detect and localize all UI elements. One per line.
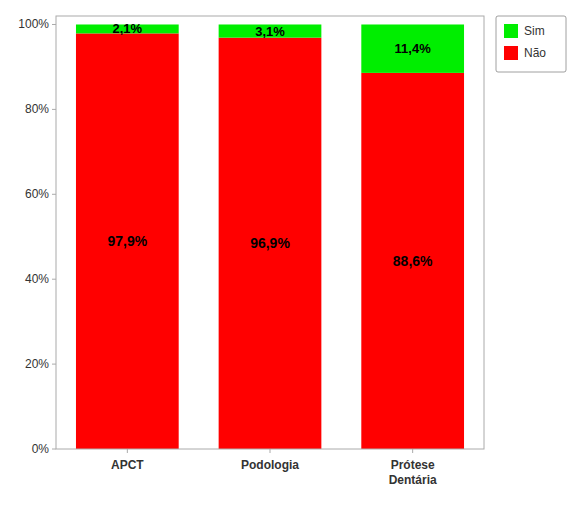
x-tick-label-line: Prótese <box>391 458 435 472</box>
bars <box>76 24 464 449</box>
x-tick-label: APCT <box>111 458 144 472</box>
data-label: 88,6% <box>393 253 433 269</box>
bar-segment <box>76 33 179 449</box>
chart-svg: 0% 20% 40% 60% 80% 100% APCT Podologia PróteseDe… <box>0 0 579 505</box>
data-label: 96,9% <box>250 235 290 251</box>
x-tick-label: Podologia <box>241 458 299 472</box>
y-tick-label: 20% <box>25 357 49 371</box>
data-label: 11,4% <box>395 41 432 56</box>
data-label: 3,1% <box>255 24 285 39</box>
y-tick <box>52 109 56 110</box>
x-tick-label: PróteseDentária <box>389 458 437 487</box>
y-tick <box>52 449 56 450</box>
legend-swatch <box>504 24 518 38</box>
chart-container: 0% 20% 40% 60% 80% 100% APCT Podologia PróteseDe… <box>0 0 579 505</box>
y-tick-label: 0% <box>32 442 50 456</box>
y-tick-label: 80% <box>25 102 49 116</box>
y-tick <box>52 24 56 25</box>
legend-label: Não <box>524 46 546 60</box>
x-tick <box>270 449 271 453</box>
legend-label: Sim <box>524 24 545 38</box>
legend: Sim Não <box>496 16 566 72</box>
y-tick <box>52 364 56 365</box>
data-label: 97,9% <box>107 233 147 249</box>
y-tick <box>52 194 56 195</box>
y-tick <box>52 279 56 280</box>
y-tick-label: 60% <box>25 187 49 201</box>
bar-segment <box>361 73 464 449</box>
bar-segment <box>219 24 322 37</box>
x-tick <box>127 449 128 453</box>
x-tick <box>412 449 413 453</box>
x-tick-label-line: APCT <box>111 458 144 472</box>
plot-frame <box>56 16 484 449</box>
legend-frame <box>496 16 566 72</box>
bar-segment <box>219 38 322 449</box>
x-tick-label-line: Podologia <box>241 458 299 472</box>
legend-swatch <box>504 46 518 60</box>
x-tick-label-line: Dentária <box>389 473 437 487</box>
data-label: 2,1% <box>113 21 143 36</box>
bar-segment <box>361 24 464 72</box>
y-tick-label: 100% <box>18 17 49 31</box>
y-tick-label: 40% <box>25 272 49 286</box>
